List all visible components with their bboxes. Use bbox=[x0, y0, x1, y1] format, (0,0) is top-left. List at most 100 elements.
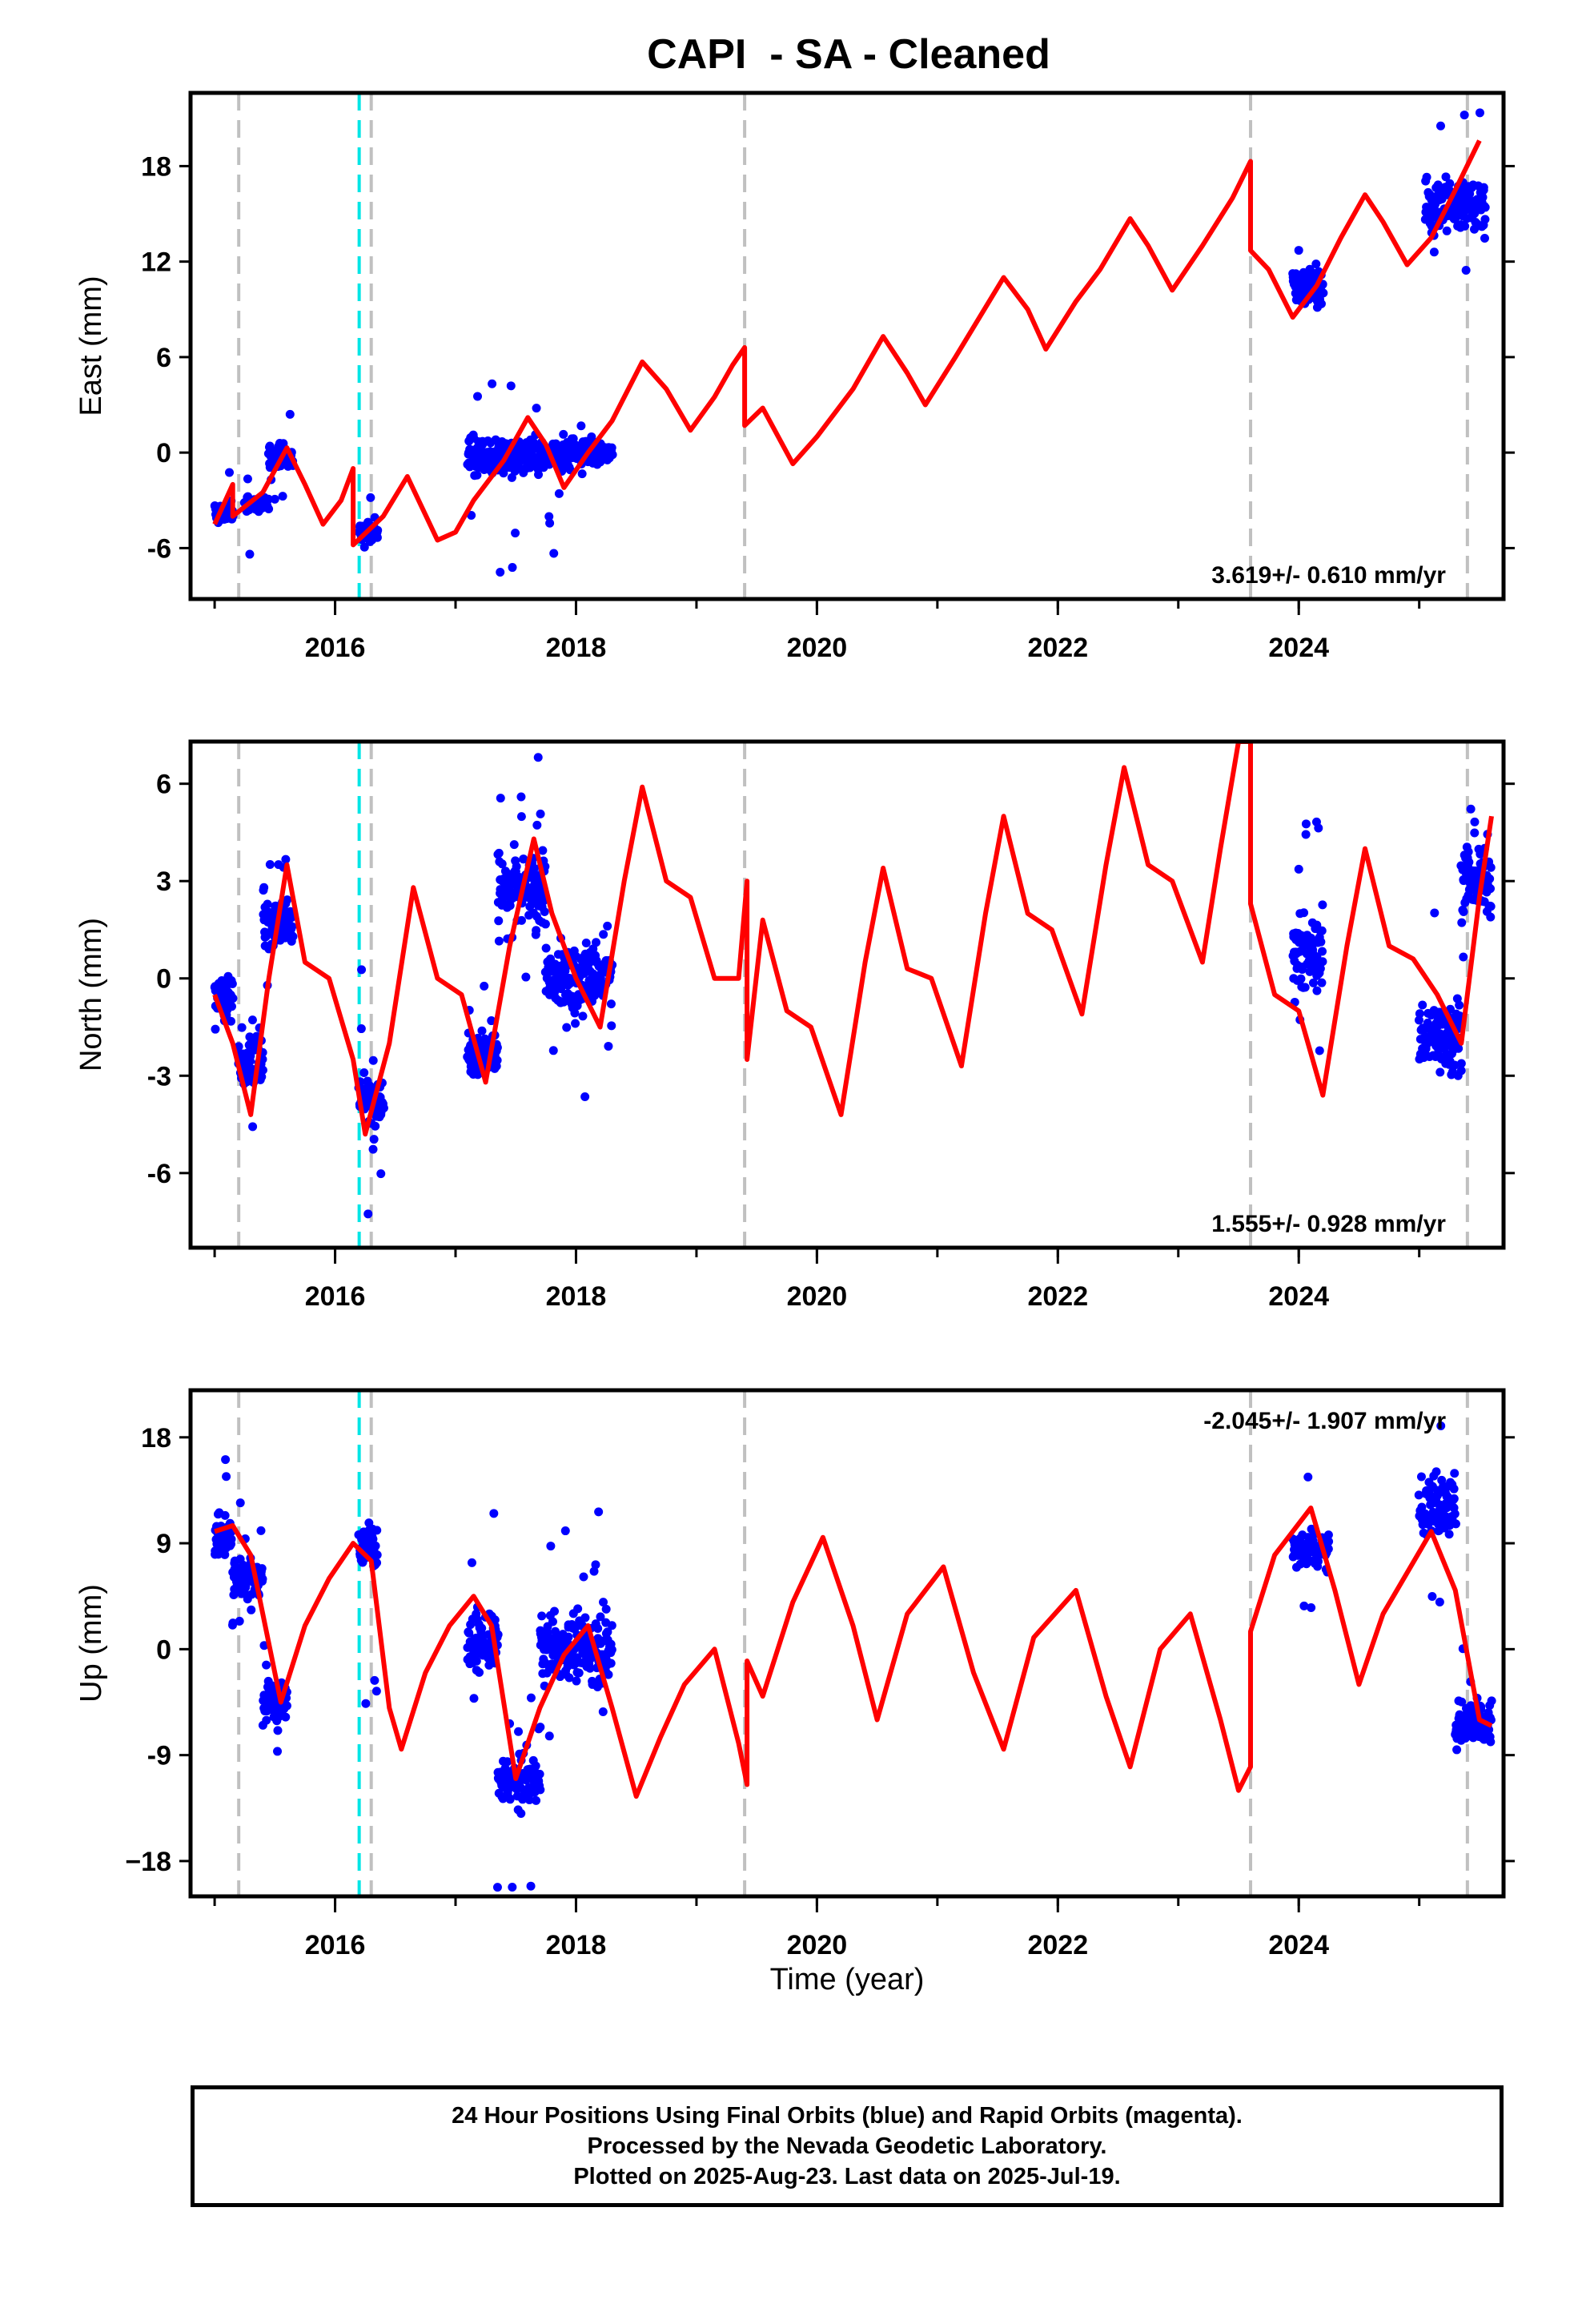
data-point bbox=[599, 930, 608, 939]
data-point bbox=[262, 1715, 271, 1725]
data-point bbox=[535, 1769, 544, 1779]
data-point bbox=[1319, 288, 1328, 298]
y-axis-label: East (mm) bbox=[74, 275, 108, 416]
data-point bbox=[1414, 1490, 1423, 1500]
data-point bbox=[368, 1055, 378, 1065]
data-point bbox=[1480, 203, 1490, 212]
data-point bbox=[1486, 862, 1496, 872]
plot-area bbox=[210, 742, 1496, 1248]
data-point bbox=[512, 862, 521, 871]
data-point bbox=[534, 1776, 544, 1786]
data-point bbox=[235, 1498, 245, 1508]
footer-line-2: Processed by the Nevada Geodetic Laborat… bbox=[587, 2133, 1107, 2159]
data-point bbox=[538, 846, 548, 855]
data-point bbox=[548, 1617, 557, 1626]
x-tick-label: 2024 bbox=[1268, 1930, 1329, 1960]
data-point bbox=[519, 854, 528, 864]
data-point bbox=[560, 1526, 570, 1536]
x-tick-label: 2016 bbox=[305, 1930, 366, 1960]
panel-frame bbox=[188, 739, 1506, 1250]
data-point bbox=[604, 1041, 613, 1051]
data-point bbox=[1456, 1066, 1466, 1076]
data-point bbox=[1318, 947, 1327, 956]
data-point bbox=[287, 922, 297, 931]
data-point bbox=[489, 1509, 499, 1518]
data-point bbox=[1418, 1000, 1427, 1010]
data-point bbox=[1416, 1472, 1426, 1482]
data-point bbox=[601, 1604, 611, 1614]
data-point bbox=[593, 1623, 603, 1633]
y-tick-label: 9 bbox=[156, 1529, 171, 1559]
data-point bbox=[1470, 828, 1480, 838]
data-point bbox=[475, 1667, 484, 1677]
data-point bbox=[496, 794, 505, 803]
data-point bbox=[1431, 1467, 1441, 1477]
data-point bbox=[1480, 215, 1490, 224]
y-tick-label: 12 bbox=[141, 247, 171, 278]
data-point bbox=[1422, 172, 1431, 182]
data-point bbox=[285, 409, 295, 419]
data-point bbox=[1466, 804, 1476, 814]
model-line bbox=[212, 742, 1494, 1137]
x-tick-label: 2022 bbox=[1027, 633, 1088, 663]
y-tick-label: 3 bbox=[156, 866, 171, 897]
data-point bbox=[607, 443, 616, 452]
y-tick-label: 0 bbox=[156, 438, 171, 468]
data-point bbox=[571, 1019, 580, 1028]
data-point bbox=[1442, 226, 1452, 235]
data-point bbox=[363, 1209, 373, 1219]
data-point bbox=[540, 919, 550, 929]
data-point bbox=[570, 1008, 580, 1018]
data-point bbox=[487, 1016, 496, 1026]
y-tick-label: -3 bbox=[147, 1061, 171, 1092]
data-point bbox=[1461, 265, 1471, 275]
page-title: CAPI - SA - Cleaned bbox=[647, 31, 1050, 78]
x-tick-label: 2016 bbox=[305, 1281, 366, 1312]
data-point bbox=[572, 1676, 581, 1686]
data-point bbox=[524, 1795, 534, 1804]
data-point bbox=[258, 1065, 267, 1075]
data-point bbox=[1441, 172, 1451, 182]
y-tick-label: 18 bbox=[141, 1423, 171, 1454]
data-point bbox=[1311, 259, 1321, 269]
data-point bbox=[1314, 823, 1323, 833]
data-point bbox=[1451, 1519, 1460, 1529]
data-point bbox=[607, 1621, 616, 1630]
data-point bbox=[494, 936, 504, 946]
data-point bbox=[516, 1808, 526, 1818]
x-tick-label: 2020 bbox=[787, 1930, 848, 1960]
data-point bbox=[1415, 1009, 1424, 1019]
data-point bbox=[1315, 1046, 1324, 1055]
data-point bbox=[356, 1024, 366, 1034]
data-point bbox=[532, 820, 542, 830]
data-point bbox=[369, 1135, 379, 1144]
data-point bbox=[592, 938, 601, 947]
data-point bbox=[1449, 1494, 1459, 1503]
data-point bbox=[270, 494, 279, 504]
y-tick-label: 6 bbox=[156, 770, 171, 800]
data-point bbox=[477, 1623, 487, 1633]
data-point bbox=[1435, 1598, 1444, 1607]
data-point bbox=[541, 943, 551, 953]
data-point bbox=[562, 1023, 572, 1032]
data-point bbox=[1464, 858, 1474, 867]
data-point bbox=[1457, 1697, 1467, 1707]
y-tick-label: 0 bbox=[156, 1634, 171, 1665]
data-point bbox=[531, 930, 540, 939]
data-point bbox=[359, 1068, 369, 1078]
data-point bbox=[1316, 299, 1326, 308]
data-point bbox=[521, 972, 531, 982]
x-tick-label: 2018 bbox=[546, 633, 607, 663]
data-point bbox=[1486, 1737, 1496, 1747]
data-point bbox=[509, 840, 519, 850]
y-axis-label: North (mm) bbox=[74, 918, 108, 1072]
data-point bbox=[1429, 247, 1439, 257]
data-point bbox=[1475, 108, 1484, 118]
data-point bbox=[608, 450, 617, 460]
data-point bbox=[599, 1598, 608, 1607]
data-point bbox=[573, 1604, 583, 1614]
x-tick-label: 2018 bbox=[546, 1930, 607, 1960]
data-point bbox=[273, 1747, 283, 1756]
data-point bbox=[544, 1731, 554, 1741]
data-point bbox=[1486, 912, 1496, 922]
